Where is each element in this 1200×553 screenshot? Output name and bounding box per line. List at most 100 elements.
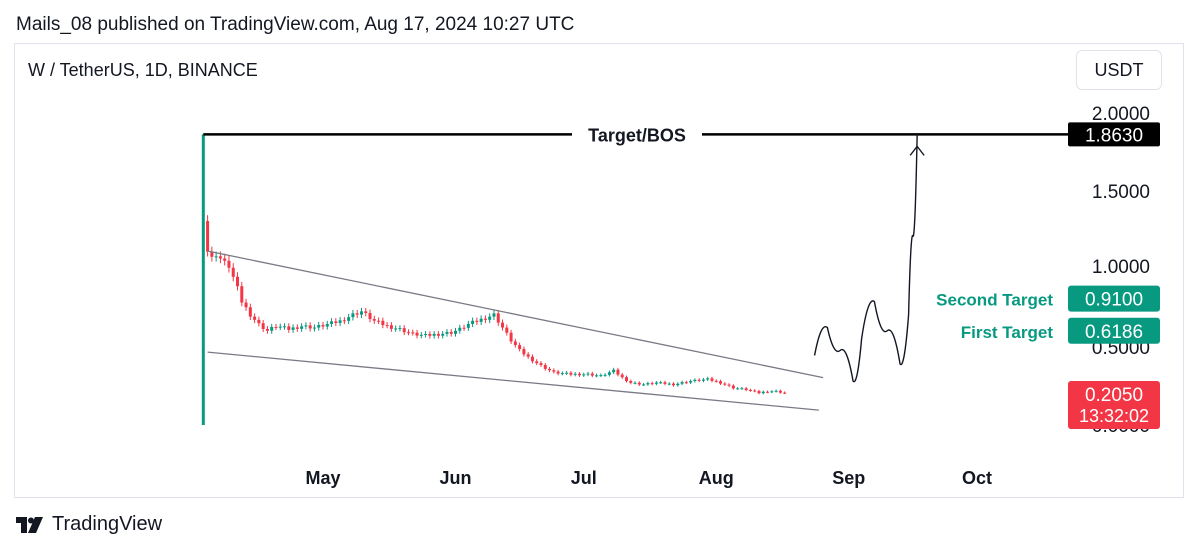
candle-body xyxy=(372,319,376,321)
candle-body xyxy=(283,326,287,328)
symbol-title: W / TetherUS, 1D, BINANCE xyxy=(28,60,258,80)
target-price-text: 0.6186 xyxy=(1085,322,1143,343)
wedge-upper-line xyxy=(207,250,824,379)
candle-body xyxy=(727,384,731,386)
candle-body xyxy=(300,326,304,329)
candle-body xyxy=(488,316,492,320)
candle-body xyxy=(270,326,274,331)
published-caption: Mails_08 published on TradingView.com, A… xyxy=(16,14,575,35)
candle-body xyxy=(274,326,278,328)
candle-body xyxy=(398,328,402,330)
candle-body xyxy=(342,320,346,322)
candle-body xyxy=(689,381,693,383)
candle-body xyxy=(740,388,744,390)
candle-body xyxy=(505,327,509,333)
target-price-text: 0.9100 xyxy=(1085,290,1143,311)
candle-body xyxy=(385,325,389,327)
candle-body xyxy=(317,325,321,328)
candle-body xyxy=(569,372,573,375)
brand-name: TradingView xyxy=(52,513,163,535)
candle-body xyxy=(736,388,740,390)
candle-body xyxy=(240,286,244,303)
candle-body xyxy=(590,373,594,376)
currency-button[interactable]: USDT xyxy=(1076,50,1162,90)
candle-body xyxy=(330,321,334,324)
candle-body xyxy=(445,331,449,334)
last-price-tag xyxy=(1068,381,1160,429)
price-tick-label: 1.0000 xyxy=(1092,257,1150,278)
candle-body xyxy=(381,320,385,326)
candle-body xyxy=(659,382,663,384)
candle-body xyxy=(642,384,646,386)
candle-body xyxy=(278,326,282,328)
candle-body xyxy=(629,381,633,383)
candle-body xyxy=(672,383,676,386)
candle-body xyxy=(231,267,235,277)
price-tick-label: 2.0000 xyxy=(1092,104,1150,125)
candle-body xyxy=(466,323,470,328)
candle-body xyxy=(501,322,505,328)
tradingview-logo-icon xyxy=(16,516,43,533)
candle-body xyxy=(248,307,252,317)
target-line-label: Target/BOS xyxy=(588,125,686,145)
candle-body xyxy=(265,329,269,331)
candle-body xyxy=(475,320,479,322)
candle-body xyxy=(368,312,372,320)
candle-body xyxy=(748,389,752,391)
candle-body xyxy=(599,375,603,377)
time-axis: May Jun Jul Aug Sep Oct xyxy=(305,468,992,488)
candle-body xyxy=(483,318,487,320)
candle-body xyxy=(415,332,419,336)
candle-body xyxy=(650,383,654,385)
candle-body xyxy=(312,327,316,329)
candle-body xyxy=(552,370,556,372)
candle-body xyxy=(321,325,325,327)
candle-body xyxy=(334,321,338,323)
candle-body xyxy=(441,333,445,336)
candle-body xyxy=(697,379,701,381)
ath-spike-candle xyxy=(201,134,205,425)
candle-body xyxy=(471,320,475,324)
time-tick-label: May xyxy=(305,468,340,488)
candle-body xyxy=(223,258,227,261)
candle-body xyxy=(612,369,616,373)
candle-body xyxy=(214,256,218,258)
candle-body xyxy=(548,368,552,371)
candle-body xyxy=(406,332,410,334)
candle-body xyxy=(565,372,569,374)
target-name-label: Second Target xyxy=(936,291,1053,310)
wedge-lower-line xyxy=(207,351,819,411)
candle-body xyxy=(411,332,415,334)
candle-body xyxy=(753,390,757,392)
candle-body xyxy=(462,327,466,329)
candle-body xyxy=(338,320,342,323)
last-price-text: 0.2050 xyxy=(1085,385,1143,406)
candle-body xyxy=(377,320,381,322)
candle-body xyxy=(719,381,723,384)
candle-body xyxy=(419,334,423,336)
candle-body xyxy=(522,348,526,355)
candle-body xyxy=(595,375,599,377)
price-labels: 1.8630 0.9100 Second Target 0.6186 First Tar… xyxy=(936,122,1160,429)
candle-body xyxy=(560,373,564,375)
candle-body xyxy=(454,330,458,334)
candle-body xyxy=(693,379,697,381)
candle-body xyxy=(364,311,368,313)
tradingview-brand[interactable]: TradingView xyxy=(16,513,162,536)
candle-body xyxy=(261,323,265,330)
candle-body xyxy=(206,221,210,252)
candle-body xyxy=(458,327,462,331)
candle-body xyxy=(351,313,355,318)
candle-body xyxy=(402,328,406,333)
candle-body xyxy=(761,391,765,394)
target-price-text: 1.8630 xyxy=(1085,125,1143,146)
candle-body xyxy=(210,251,214,257)
time-tick-label: Jul xyxy=(571,468,597,488)
target-price-tag xyxy=(1068,122,1160,147)
price-tick-label: 1.5000 xyxy=(1092,182,1150,203)
candle-body xyxy=(535,361,539,364)
candle-body xyxy=(308,325,312,329)
time-tick-label: Oct xyxy=(962,468,992,488)
candle-body xyxy=(556,371,560,374)
